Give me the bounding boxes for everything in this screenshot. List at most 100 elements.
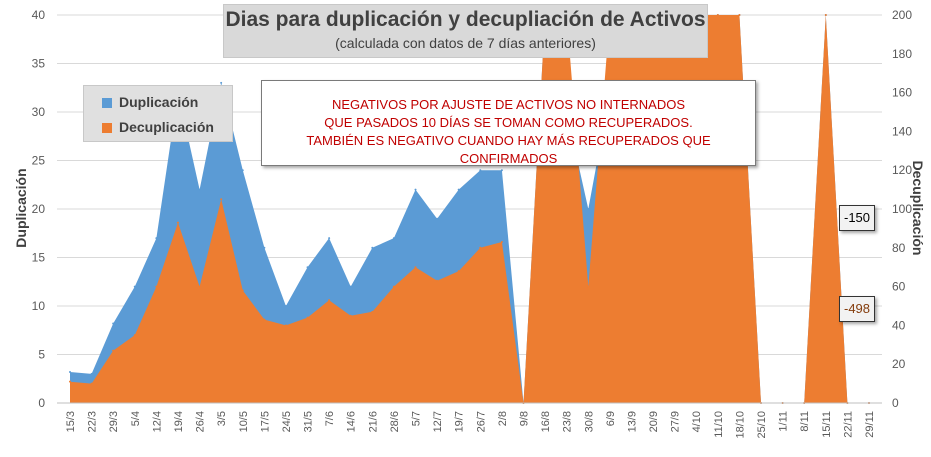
x-tick-label: 29/11 xyxy=(864,411,876,438)
note-line-1: NEGATIVOS POR AJUSTE DE ACTIVOS NO INTER… xyxy=(332,97,685,112)
data-point-decuplicacion xyxy=(457,270,460,273)
x-tick-label: 5/7 xyxy=(411,411,423,426)
y-axis-title-right: Decuplicación xyxy=(910,160,926,256)
y-tick-label-left: 20 xyxy=(32,202,46,216)
x-tick-label: 14/6 xyxy=(346,411,358,432)
data-point-duplicacion xyxy=(328,237,331,240)
data-point-decuplicacion xyxy=(198,285,201,288)
x-tick-label: 15/3 xyxy=(65,411,77,432)
y-tick-label-right: 140 xyxy=(892,124,912,138)
x-tick-label: 23/8 xyxy=(562,411,574,432)
x-tick-label: 22/3 xyxy=(87,411,99,432)
data-point-duplicacion xyxy=(133,285,136,288)
chart-title-box: Dias para duplicación y decupliación de … xyxy=(223,4,708,58)
y-tick-label-right: 60 xyxy=(892,280,906,294)
data-point-duplicacion xyxy=(220,81,223,84)
y-tick-label-right: 160 xyxy=(892,86,912,100)
y-tick-label-left: 15 xyxy=(32,251,46,265)
data-point-duplicacion xyxy=(479,169,482,172)
y-tick-label-left: 0 xyxy=(38,396,45,410)
chart-subtitle: (calculada con datos de 7 días anteriore… xyxy=(335,35,596,51)
y-tick-label-left: 5 xyxy=(38,348,45,362)
data-point-duplicacion xyxy=(414,188,417,191)
callout-duplicacion: -150 xyxy=(839,205,875,231)
data-point-decuplicacion xyxy=(824,14,827,16)
data-point-duplicacion xyxy=(371,246,374,249)
x-tick-label: 6/9 xyxy=(605,411,617,426)
data-point-decuplicacion xyxy=(241,289,244,292)
x-tick-label: 16/8 xyxy=(540,411,552,432)
data-point-decuplicacion xyxy=(500,240,503,243)
legend-item-decuplicacion: Decuplicación xyxy=(102,119,214,135)
data-point-decuplicacion xyxy=(220,198,223,201)
data-point-decuplicacion xyxy=(155,285,158,288)
legend-item-duplicacion: Duplicación xyxy=(102,94,198,110)
legend-label-decuplicacion: Decuplicación xyxy=(119,119,214,135)
data-point-duplicacion xyxy=(500,169,503,172)
x-tick-label: 18/10 xyxy=(734,411,746,439)
y-tick-label-right: 200 xyxy=(892,8,912,22)
x-tick-label: 4/10 xyxy=(691,411,703,432)
x-tick-label: 19/7 xyxy=(454,411,466,432)
data-point-duplicacion xyxy=(284,305,287,307)
data-point-decuplicacion xyxy=(436,279,439,282)
note-line-3: TAMBIÉN ES NEGATIVO CUANDO HAY MÁS RECUP… xyxy=(306,133,711,166)
data-point-decuplicacion xyxy=(738,14,741,16)
data-point-decuplicacion xyxy=(392,285,395,288)
data-point-decuplicacion xyxy=(133,334,136,337)
data-point-decuplicacion xyxy=(371,310,374,313)
data-point-duplicacion xyxy=(263,246,266,249)
x-tick-label: 7/6 xyxy=(324,411,336,426)
y-tick-label-right: 0 xyxy=(892,396,899,410)
x-tick-label: 5/4 xyxy=(130,411,142,426)
legend-swatch-duplicacion xyxy=(102,98,112,108)
x-tick-label: 24/5 xyxy=(281,411,293,432)
data-point-duplicacion xyxy=(241,169,244,172)
y-tick-label-left: 35 xyxy=(32,57,46,71)
y-tick-label-right: 100 xyxy=(892,202,912,216)
x-tick-label: 21/6 xyxy=(367,411,379,432)
data-point-decuplicacion xyxy=(112,349,115,352)
x-tick-label: 20/9 xyxy=(648,411,660,432)
note-line-2: QUE PASADOS 10 DÍAS SE TOMAN COMO RECUPE… xyxy=(324,115,693,130)
data-point-decuplicacion xyxy=(587,285,590,288)
data-point-duplicacion xyxy=(198,188,201,191)
x-tick-label: 11/10 xyxy=(713,411,725,438)
x-tick-label: 25/10 xyxy=(756,411,768,439)
y-tick-label-right: 20 xyxy=(892,357,906,371)
plot-areas xyxy=(69,14,870,404)
y-tick-label-left: 40 xyxy=(32,8,46,22)
x-tick-label: 22/11 xyxy=(842,411,854,438)
data-point-duplicacion xyxy=(392,237,395,240)
data-point-decuplicacion xyxy=(176,221,179,224)
data-point-decuplicacion xyxy=(263,318,266,321)
data-point-decuplicacion xyxy=(349,314,352,317)
data-point-duplicacion xyxy=(587,208,590,210)
x-tick-label: 8/11 xyxy=(799,411,811,432)
x-tick-label: 13/9 xyxy=(626,411,638,432)
x-tick-label: 26/7 xyxy=(475,411,487,432)
data-point-duplicacion xyxy=(457,188,460,191)
data-point-duplicacion xyxy=(90,372,93,375)
y-tick-label-right: 40 xyxy=(892,318,906,332)
x-tick-label: 15/11 xyxy=(821,411,833,438)
x-tick-label: 1/11 xyxy=(778,411,790,432)
x-tick-label: 19/4 xyxy=(173,411,185,432)
data-point-decuplicacion xyxy=(306,316,309,319)
y-tick-label-left: 25 xyxy=(32,154,46,168)
x-tick-label: 10/5 xyxy=(238,411,250,432)
x-tick-label: 9/8 xyxy=(518,411,530,426)
x-tick-label: 12/4 xyxy=(151,411,163,432)
data-point-decuplicacion xyxy=(328,299,331,302)
x-tick-label: 27/9 xyxy=(670,411,682,432)
x-tick-label: 31/5 xyxy=(303,411,315,432)
y-tick-label-left: 10 xyxy=(32,299,46,313)
x-tick-label: 26/4 xyxy=(195,411,207,432)
legend: Duplicación Decuplicación xyxy=(83,85,233,142)
x-tick-label: 28/6 xyxy=(389,411,401,432)
data-point-duplicacion xyxy=(436,217,439,220)
x-tick-label: 17/5 xyxy=(259,411,271,432)
legend-label-duplicacion: Duplicación xyxy=(119,94,199,110)
data-point-duplicacion xyxy=(155,237,158,240)
